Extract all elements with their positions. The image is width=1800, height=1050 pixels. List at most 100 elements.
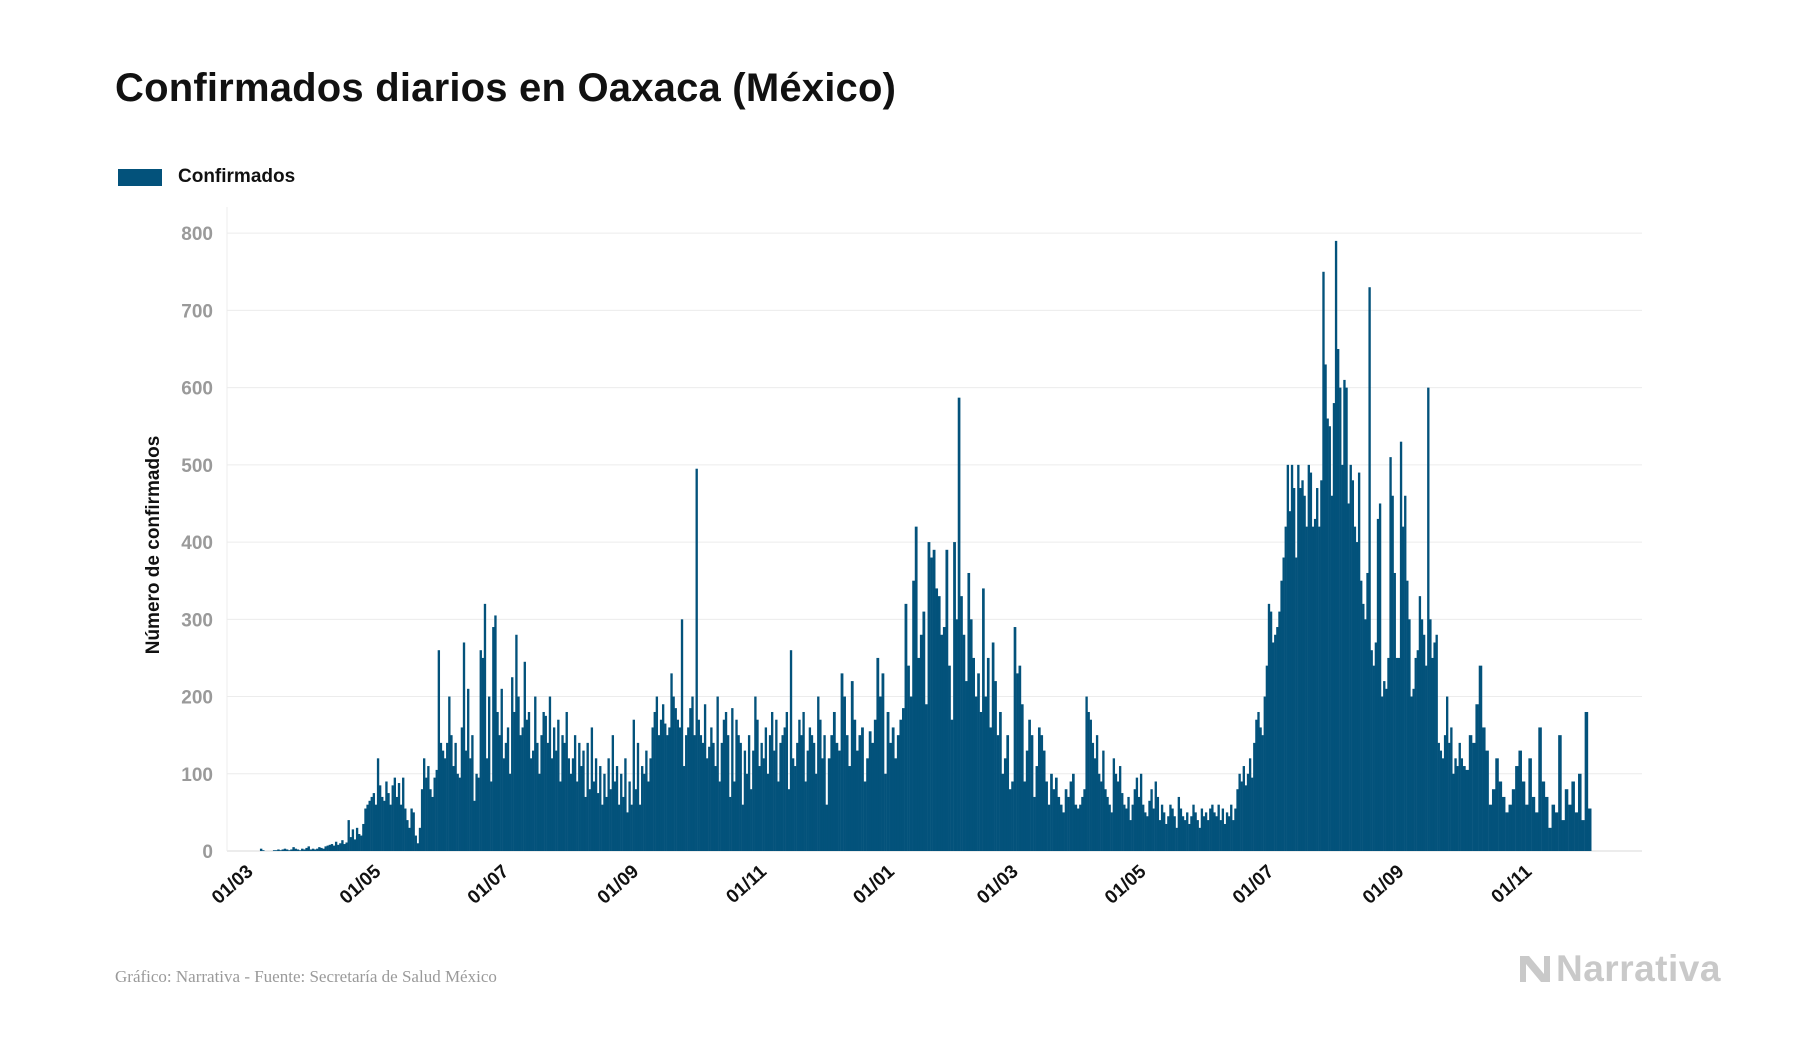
y-axis-ticks: 0 100 200 300 400 500 600 700 800: [181, 224, 213, 863]
bar: [1472, 742, 1476, 851]
bar: [1378, 503, 1382, 851]
bar: [1374, 642, 1378, 851]
bar: [334, 841, 338, 851]
bar: [534, 696, 537, 851]
bar: [991, 642, 995, 851]
bar: [324, 846, 327, 851]
bar: [393, 777, 397, 851]
bar: [731, 708, 734, 851]
bar: [1121, 793, 1124, 851]
bar: [1045, 781, 1048, 851]
bar: [389, 804, 392, 851]
bar: [960, 596, 963, 851]
bar: [1091, 742, 1095, 851]
bar: [703, 704, 707, 851]
bar: [986, 657, 990, 851]
bar: [406, 820, 409, 851]
bar: [1531, 796, 1536, 851]
y-tick-label: 700: [181, 301, 213, 322]
x-tick-label: 01/07: [464, 861, 513, 908]
bar: [492, 627, 495, 851]
y-tick-label: 300: [181, 610, 213, 631]
bar: [605, 796, 608, 851]
bar: [710, 727, 713, 851]
bar: [339, 843, 342, 851]
bar: [1074, 804, 1078, 851]
bar: [383, 800, 386, 851]
bar: [1196, 820, 1199, 851]
bar: [1181, 816, 1185, 851]
bar: [1276, 627, 1279, 851]
bar: [341, 840, 344, 851]
bar: [1236, 789, 1239, 851]
bar: [977, 673, 980, 851]
bar: [737, 735, 740, 851]
bar: [376, 758, 380, 851]
bar: [332, 845, 336, 851]
bar: [307, 846, 310, 851]
bar: [896, 735, 900, 851]
bar: [628, 781, 631, 851]
bar: [1135, 777, 1139, 851]
bar: [825, 804, 829, 851]
bar: [1116, 781, 1120, 851]
bar: [1385, 688, 1388, 851]
bar: [1232, 820, 1235, 851]
bar: [381, 796, 384, 851]
brand-logo: Narrativa: [1518, 948, 1721, 990]
bar: [418, 827, 422, 851]
bar: [364, 808, 367, 851]
bar: [1175, 827, 1178, 851]
bar: [412, 812, 415, 851]
bar: [1414, 657, 1417, 851]
bar: [1393, 572, 1396, 851]
bar: [1458, 742, 1461, 851]
bar: [904, 603, 908, 851]
bar: [423, 758, 426, 851]
bar: [525, 719, 529, 851]
bar: [431, 796, 434, 851]
bar: [1167, 816, 1170, 851]
bar: [1339, 387, 1342, 851]
bar: [979, 711, 983, 851]
bar: [743, 750, 747, 851]
bar: [1564, 789, 1569, 851]
bar: [1035, 766, 1039, 851]
bar: [1069, 781, 1073, 851]
bar: [1357, 472, 1361, 851]
y-tick-label: 400: [181, 533, 213, 554]
legend-swatch: [118, 168, 162, 186]
bar: [1079, 804, 1082, 851]
bar: [504, 742, 508, 851]
bar: [1437, 742, 1440, 851]
bar: [659, 719, 663, 851]
bar: [1554, 812, 1559, 851]
bar: [540, 735, 543, 851]
bar: [437, 650, 441, 851]
bar: [555, 750, 558, 851]
bar: [1468, 735, 1473, 851]
bar: [368, 800, 371, 851]
bar: [687, 727, 690, 851]
bar: [1064, 789, 1068, 851]
bar: [500, 688, 503, 851]
bar: [873, 719, 877, 851]
bar: [1183, 820, 1187, 851]
bar: [899, 719, 903, 851]
bar: [439, 742, 443, 851]
bar: [355, 827, 359, 851]
bar: [787, 789, 791, 851]
bar: [1054, 777, 1058, 851]
bar: [582, 750, 585, 851]
bar: [999, 711, 1002, 851]
bar: [573, 735, 577, 851]
bar: [1368, 287, 1371, 852]
bar: [638, 804, 642, 851]
bar: [989, 727, 993, 851]
bar: [996, 735, 1000, 851]
bar: [760, 742, 763, 851]
bar: [362, 823, 365, 851]
bar: [567, 758, 570, 851]
bar: [1037, 727, 1041, 851]
bar: [714, 766, 717, 851]
